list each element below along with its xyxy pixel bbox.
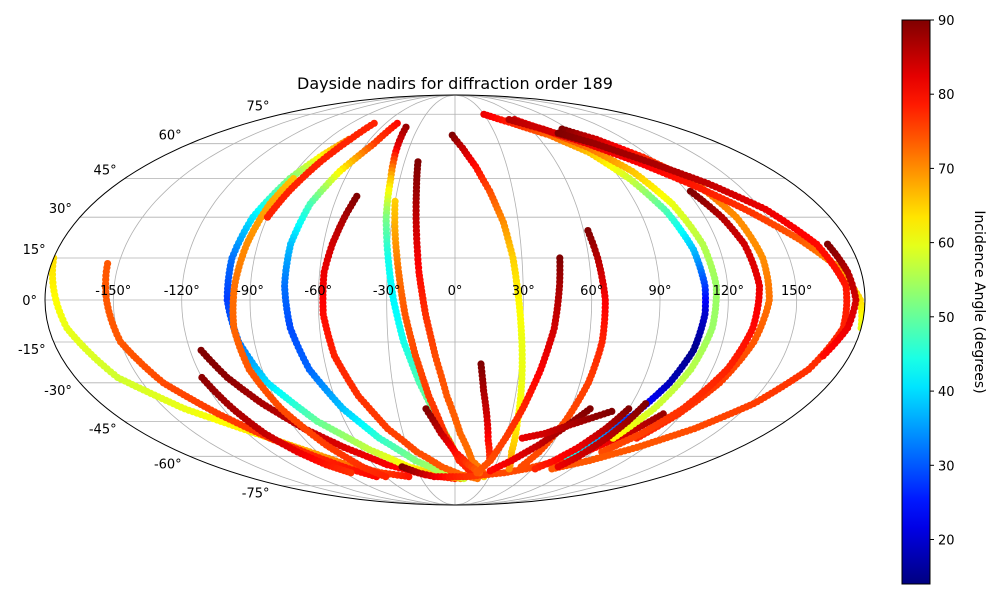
colorbar-tick-label: 70: [938, 162, 955, 177]
graticule: [45, 94, 865, 506]
longitude-tick-label: -60°: [304, 284, 332, 299]
longitude-tick-label: 120°: [713, 284, 744, 299]
data-points: [48, 110, 865, 483]
longitude-tick-label: -30°: [373, 284, 401, 299]
data-point: [554, 463, 562, 471]
track-20: [510, 116, 721, 442]
map-boundary: [44, 94, 866, 506]
data-point: [347, 469, 355, 477]
track-9: [319, 192, 481, 483]
data-point: [263, 213, 272, 221]
colorbar-tick-label: 90: [938, 14, 955, 29]
colorbar-tick-label: 20: [938, 534, 955, 549]
longitude-tick-label: 60°: [580, 284, 603, 299]
track-4: [198, 373, 355, 477]
data-point: [517, 463, 525, 471]
latitude-tick-label: 60°: [159, 129, 182, 144]
track-13: [398, 410, 667, 481]
latitude-tick-label: 0°: [22, 294, 37, 309]
data-point: [659, 410, 667, 418]
latitude-tick-label: -75°: [242, 487, 270, 502]
track-17: [473, 254, 564, 477]
track-22: [598, 187, 764, 456]
longitude-tick-label: -120°: [164, 284, 200, 299]
chart-title: Dayside nadirs for diffraction order 189: [297, 74, 613, 93]
latitude-tick-label: 30°: [49, 202, 72, 217]
colorbar-tick-label: 50: [938, 311, 955, 326]
track-15: [422, 405, 484, 477]
latitude-tick-labels: 75° 60° 45° 30° 15° 0° -15° -30° -45° -60° -75°: [18, 99, 270, 501]
latitude-tick-label: -15°: [18, 343, 46, 358]
data-point: [405, 473, 413, 481]
data-point: [382, 473, 390, 481]
track-12: [412, 158, 489, 479]
longitude-tick-label: 150°: [781, 284, 812, 299]
data-point: [531, 465, 539, 473]
colorbar-ticks: 20 30 40 50 60 70 80 90: [930, 14, 955, 549]
data-point: [473, 469, 481, 477]
data-point: [505, 465, 513, 473]
colorbar-tick-label: 40: [938, 385, 955, 400]
colorbar-gradient: [901, 19, 931, 585]
longitude-tick-label: 0°: [448, 284, 463, 299]
colorbar: 20 30 40 50 60 70 80 90 Incidence Angle (degree…: [901, 14, 987, 585]
longitude-tick-labels: -150° -120° -90° -60° -30° 0° 30° 60° 90° 120° 150…: [95, 284, 812, 299]
track-6: [229, 175, 390, 481]
longitude-tick-label: -150°: [95, 284, 131, 299]
track-29: [518, 407, 616, 442]
data-point: [819, 352, 827, 360]
track-7: [263, 119, 378, 221]
track-16: [477, 360, 494, 462]
colorbar-label: Incidence Angle (degrees): [971, 210, 987, 393]
data-point: [486, 467, 494, 475]
track-25: [819, 240, 860, 360]
longitude-tick-label: -90°: [236, 284, 264, 299]
latitude-tick-label: -30°: [44, 384, 72, 399]
track-26: [531, 405, 633, 473]
latitude-tick-label: 75°: [246, 99, 269, 114]
latitude-tick-label: 15°: [23, 243, 46, 258]
longitude-tick-label: 90°: [648, 284, 671, 299]
track-24: [548, 129, 851, 473]
data-point: [608, 407, 616, 415]
longitude-tick-label: 30°: [512, 284, 535, 299]
latitude-tick-label: 45°: [94, 164, 117, 179]
track-28: [554, 400, 650, 471]
colorbar-tick-label: 80: [938, 88, 955, 103]
latitude-tick-label: -60°: [154, 457, 182, 472]
data-point: [548, 465, 556, 473]
latitude-tick-label: -45°: [89, 422, 117, 437]
colorbar-tick-label: 60: [938, 237, 955, 252]
colorbar-tick-label: 30: [938, 459, 955, 474]
